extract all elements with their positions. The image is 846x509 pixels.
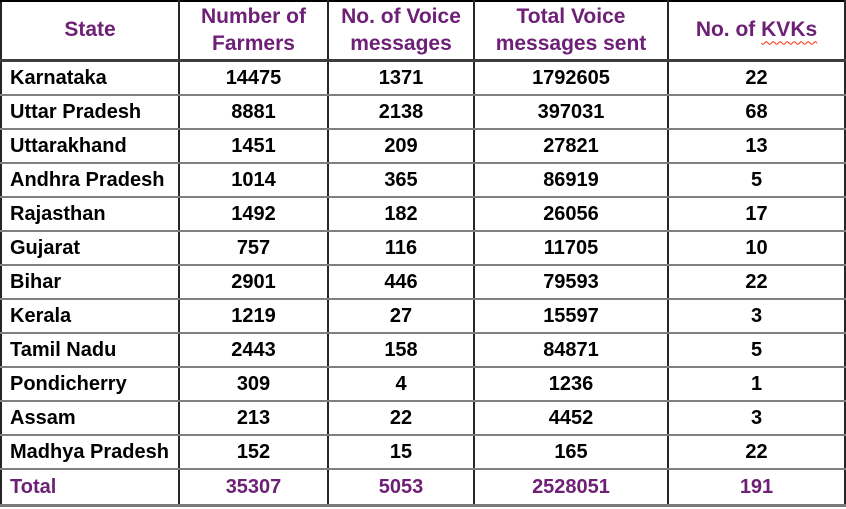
value-cell: 757 <box>178 230 329 266</box>
value-cell: 3 <box>667 298 846 334</box>
state-cell: Uttar Pradesh <box>0 94 180 130</box>
value-cell: 365 <box>327 162 475 198</box>
value-cell: 446 <box>327 264 475 300</box>
value-cell: 84871 <box>473 332 669 368</box>
value-cell: 10 <box>667 230 846 266</box>
value-cell: 182 <box>327 196 475 232</box>
column-header-state: State <box>0 0 180 62</box>
value-cell: 22 <box>667 264 846 300</box>
value-cell: 152 <box>178 434 329 470</box>
total-voice-messages: 5053 <box>327 468 475 507</box>
state-cell: Rajasthan <box>0 196 180 232</box>
value-cell: 27821 <box>473 128 669 164</box>
value-cell: 79593 <box>473 264 669 300</box>
value-cell: 4 <box>327 366 475 402</box>
state-cell: Tamil Nadu <box>0 332 180 368</box>
value-cell: 2443 <box>178 332 329 368</box>
value-cell: 1792605 <box>473 59 669 96</box>
value-cell: 1 <box>667 366 846 402</box>
column-header-kvks: No. of KVKs <box>667 0 846 62</box>
table-footer: Total 35307 5053 2528051 191 <box>0 468 846 507</box>
value-cell: 22 <box>327 400 475 436</box>
value-cell: 1219 <box>178 298 329 334</box>
value-cell: 116 <box>327 230 475 266</box>
value-cell: 26056 <box>473 196 669 232</box>
state-cell: Gujarat <box>0 230 180 266</box>
value-cell: 86919 <box>473 162 669 198</box>
table-row: Assam 213 22 4452 3 <box>0 400 846 436</box>
table-row: Gujarat 757 116 11705 10 <box>0 230 846 266</box>
total-voice-messages-sent: 2528051 <box>473 468 669 507</box>
value-cell: 3 <box>667 400 846 436</box>
table-row: Karnataka 14475 1371 1792605 22 <box>0 59 846 96</box>
value-cell: 15597 <box>473 298 669 334</box>
value-cell: 22 <box>667 434 846 470</box>
total-row: Total 35307 5053 2528051 191 <box>0 468 846 507</box>
value-cell: 158 <box>327 332 475 368</box>
kvks-header-misspelled-word: KVKs <box>761 18 818 42</box>
state-cell: Bihar <box>0 264 180 300</box>
value-cell: 22 <box>667 59 846 96</box>
column-header-number-of-farmers: Number of Farmers <box>178 0 329 62</box>
value-cell: 14475 <box>178 59 329 96</box>
value-cell: 5 <box>667 162 846 198</box>
column-header-voice-messages: No. of Voice messages <box>327 0 475 62</box>
state-cell: Uttarakhand <box>0 128 180 164</box>
header-row: State Number of Farmers No. of Voice mes… <box>0 0 846 62</box>
value-cell: 165 <box>473 434 669 470</box>
value-cell: 397031 <box>473 94 669 130</box>
value-cell: 17 <box>667 196 846 232</box>
value-cell: 1451 <box>178 128 329 164</box>
state-cell: Pondicherry <box>0 366 180 402</box>
total-label: Total <box>0 468 180 507</box>
value-cell: 5 <box>667 332 846 368</box>
kvks-header-prefix: No. of <box>695 18 762 42</box>
total-kvks: 191 <box>667 468 846 507</box>
column-header-total-voice-messages-sent: Total Voice messages sent <box>473 0 669 62</box>
value-cell: 8881 <box>178 94 329 130</box>
state-cell: Assam <box>0 400 180 436</box>
table-row: Madhya Pradesh 152 15 165 22 <box>0 434 846 470</box>
state-cell: Kerala <box>0 298 180 334</box>
value-cell: 15 <box>327 434 475 470</box>
value-cell: 13 <box>667 128 846 164</box>
total-farmers: 35307 <box>178 468 329 507</box>
table-row: Kerala 1219 27 15597 3 <box>0 298 846 334</box>
table-row: Rajasthan 1492 182 26056 17 <box>0 196 846 232</box>
value-cell: 1014 <box>178 162 329 198</box>
value-cell: 309 <box>178 366 329 402</box>
value-cell: 1492 <box>178 196 329 232</box>
table-row: Pondicherry 309 4 1236 1 <box>0 366 846 402</box>
table-row: Andhra Pradesh 1014 365 86919 5 <box>0 162 846 198</box>
value-cell: 2138 <box>327 94 475 130</box>
table-row: Tamil Nadu 2443 158 84871 5 <box>0 332 846 368</box>
value-cell: 213 <box>178 400 329 436</box>
table-row: Uttar Pradesh 8881 2138 397031 68 <box>0 94 846 130</box>
table-row: Uttarakhand 1451 209 27821 13 <box>0 128 846 164</box>
state-cell: Karnataka <box>0 59 180 96</box>
state-cell: Andhra Pradesh <box>0 162 180 198</box>
table-header: State Number of Farmers No. of Voice mes… <box>0 0 846 62</box>
value-cell: 2901 <box>178 264 329 300</box>
table-body: Karnataka 14475 1371 1792605 22 Uttar Pradesh… <box>0 59 846 470</box>
value-cell: 1371 <box>327 59 475 96</box>
state-cell: Madhya Pradesh <box>0 434 180 470</box>
value-cell: 1236 <box>473 366 669 402</box>
value-cell: 27 <box>327 298 475 334</box>
value-cell: 11705 <box>473 230 669 266</box>
value-cell: 68 <box>667 94 846 130</box>
table-row: Bihar 2901 446 79593 22 <box>0 264 846 300</box>
value-cell: 4452 <box>473 400 669 436</box>
value-cell: 209 <box>327 128 475 164</box>
